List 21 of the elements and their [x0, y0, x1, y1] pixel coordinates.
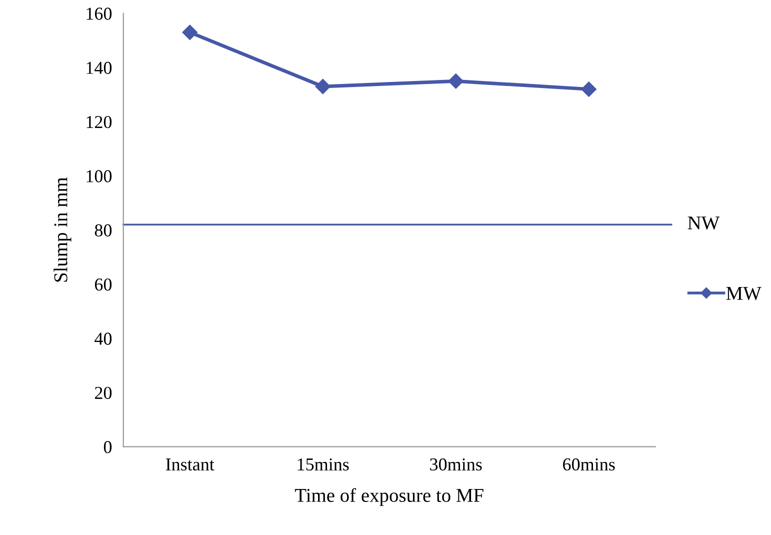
point: [315, 78, 330, 94]
y-tick-label: 0: [104, 440, 112, 454]
point: [448, 74, 464, 89]
y-tick-label: 120: [86, 116, 112, 128]
ref-line-label: NW: [688, 216, 720, 230]
x-axis-title: Time of exposure to MF: [295, 488, 484, 506]
y-tick-label: 140: [86, 62, 112, 74]
y-tick-label: 80: [94, 224, 112, 236]
x-tick-label: 30mins: [430, 458, 482, 471]
y-tick-label: 20: [94, 386, 112, 399]
x-tick-label: 60mins: [563, 458, 615, 471]
y-axis-title: Slump in mm: [54, 177, 72, 282]
y-tick-label: 160: [86, 8, 112, 20]
x-tick-label: 15mins: [298, 458, 349, 471]
point: [182, 24, 198, 40]
y-tick-label: 60: [94, 278, 112, 291]
y-tick-label: 100: [86, 170, 112, 182]
x-tick-label: Instant: [166, 458, 214, 471]
y-tick-label: 40: [94, 332, 112, 345]
point: [581, 82, 596, 97]
legend-label: MW: [726, 287, 762, 300]
